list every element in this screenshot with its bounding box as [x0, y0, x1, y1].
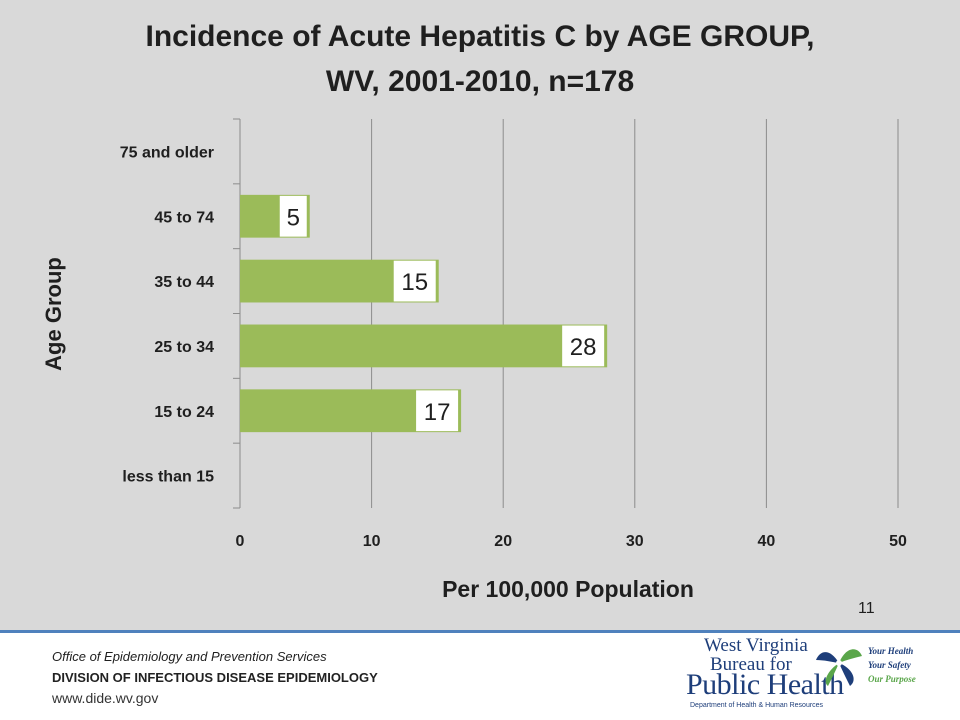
data-label-box: [279, 195, 307, 237]
data-label: 15: [401, 269, 428, 296]
chart-title: Incidence of Acute Hepatitis C by AGE GR…: [0, 14, 960, 104]
y-tick-label: 45 to 74: [154, 209, 214, 226]
data-label: 28: [570, 334, 597, 361]
slide-background: Incidence of Acute Hepatitis C by AGE GR…: [0, 0, 960, 632]
logo-tagline3: Our Purpose: [868, 674, 916, 684]
x-tick-label: 50: [889, 533, 907, 550]
y-tick-label: 35 to 44: [154, 274, 214, 291]
data-label-box: [393, 260, 436, 302]
page-number: 11: [858, 600, 875, 617]
chart-title-line2: WV, 2001-2010, n=178: [325, 65, 635, 98]
footer-divider: [0, 630, 960, 633]
data-label-box: [562, 325, 605, 367]
bar: [240, 324, 608, 368]
x-axis-label: Per 100,000 Population: [442, 576, 694, 602]
logo-line1: West Virginia: [704, 635, 808, 656]
data-label: 5: [287, 204, 300, 231]
data-label: 17: [424, 399, 451, 426]
data-label-box: [416, 390, 459, 432]
x-tick-label: 40: [758, 533, 776, 550]
logo-line3: Public Health: [686, 668, 844, 701]
logo-tagline2: Your Safety: [868, 660, 911, 670]
footer-office: Office of Epidemiology and Prevention Se…: [52, 649, 327, 664]
x-tick-label: 0: [236, 533, 245, 550]
x-tick-label: 30: [626, 533, 644, 550]
x-tick-label: 10: [363, 533, 381, 550]
logo-department: Department of Health & Human Resources: [690, 702, 824, 709]
footer: Office of Epidemiology and Prevention Se…: [52, 646, 378, 709]
chart-title-line1: Incidence of Acute Hepatitis C by AGE GR…: [145, 20, 815, 53]
y-tick-label: 15 to 24: [154, 404, 214, 421]
leaf-emblem-icon: [816, 649, 862, 686]
y-tick-label: 75 and older: [120, 144, 214, 161]
logo-line2: Bureau for: [710, 654, 792, 675]
logo-tagline1: Your Health: [868, 646, 914, 656]
y-tick-label: 25 to 34: [154, 339, 214, 356]
bar-chart: 0 10 20 30 40 50 75 and older 45 to 74 5 35 to 44…: [120, 118, 907, 550]
footer-website[interactable]: www.dide.wv.gov: [52, 690, 159, 706]
logo-text-top: West Virginia Bureau for: [704, 636, 808, 674]
y-tick-label: less than 15: [122, 469, 214, 486]
footer-division: DIVISION OF INFECTIOUS DISEASE EPIDEMIOL…: [52, 670, 378, 685]
x-tick-label: 20: [494, 533, 512, 550]
wv-public-health-logo: West Virginia Bureau for Public Health D…: [686, 636, 926, 712]
